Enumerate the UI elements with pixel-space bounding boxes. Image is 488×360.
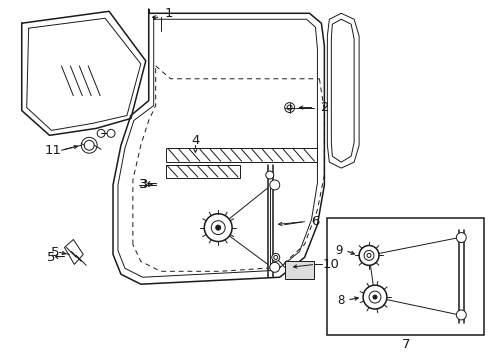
Circle shape xyxy=(269,180,279,190)
Circle shape xyxy=(362,285,386,309)
Circle shape xyxy=(358,246,378,265)
Text: 2: 2 xyxy=(321,101,329,114)
Text: 3: 3 xyxy=(140,179,148,192)
Circle shape xyxy=(269,262,279,272)
Circle shape xyxy=(455,233,466,243)
Text: 4: 4 xyxy=(191,134,199,147)
Bar xyxy=(326,218,483,335)
Circle shape xyxy=(215,225,220,230)
Text: 6: 6 xyxy=(311,215,319,228)
Text: 5: 5 xyxy=(51,246,60,259)
Text: 3←: 3← xyxy=(139,179,158,192)
Bar xyxy=(165,165,240,178)
Circle shape xyxy=(284,103,294,113)
Text: 11: 11 xyxy=(44,144,61,157)
Bar xyxy=(165,148,317,162)
Text: 10: 10 xyxy=(322,258,339,271)
Circle shape xyxy=(455,310,466,320)
Text: 8: 8 xyxy=(337,293,344,307)
Circle shape xyxy=(97,129,105,137)
Circle shape xyxy=(271,253,279,261)
Circle shape xyxy=(368,291,380,303)
Circle shape xyxy=(286,105,291,110)
Bar xyxy=(284,261,314,279)
Text: 1: 1 xyxy=(164,7,172,20)
Circle shape xyxy=(107,129,115,137)
Circle shape xyxy=(265,171,273,179)
Circle shape xyxy=(372,295,376,299)
Circle shape xyxy=(211,221,224,235)
Circle shape xyxy=(364,251,373,260)
Circle shape xyxy=(273,255,277,260)
Circle shape xyxy=(204,214,232,242)
Text: 5←: 5← xyxy=(47,251,66,264)
Circle shape xyxy=(84,140,94,150)
Text: 7: 7 xyxy=(401,338,409,351)
Circle shape xyxy=(366,253,370,257)
Text: 9: 9 xyxy=(335,244,342,257)
